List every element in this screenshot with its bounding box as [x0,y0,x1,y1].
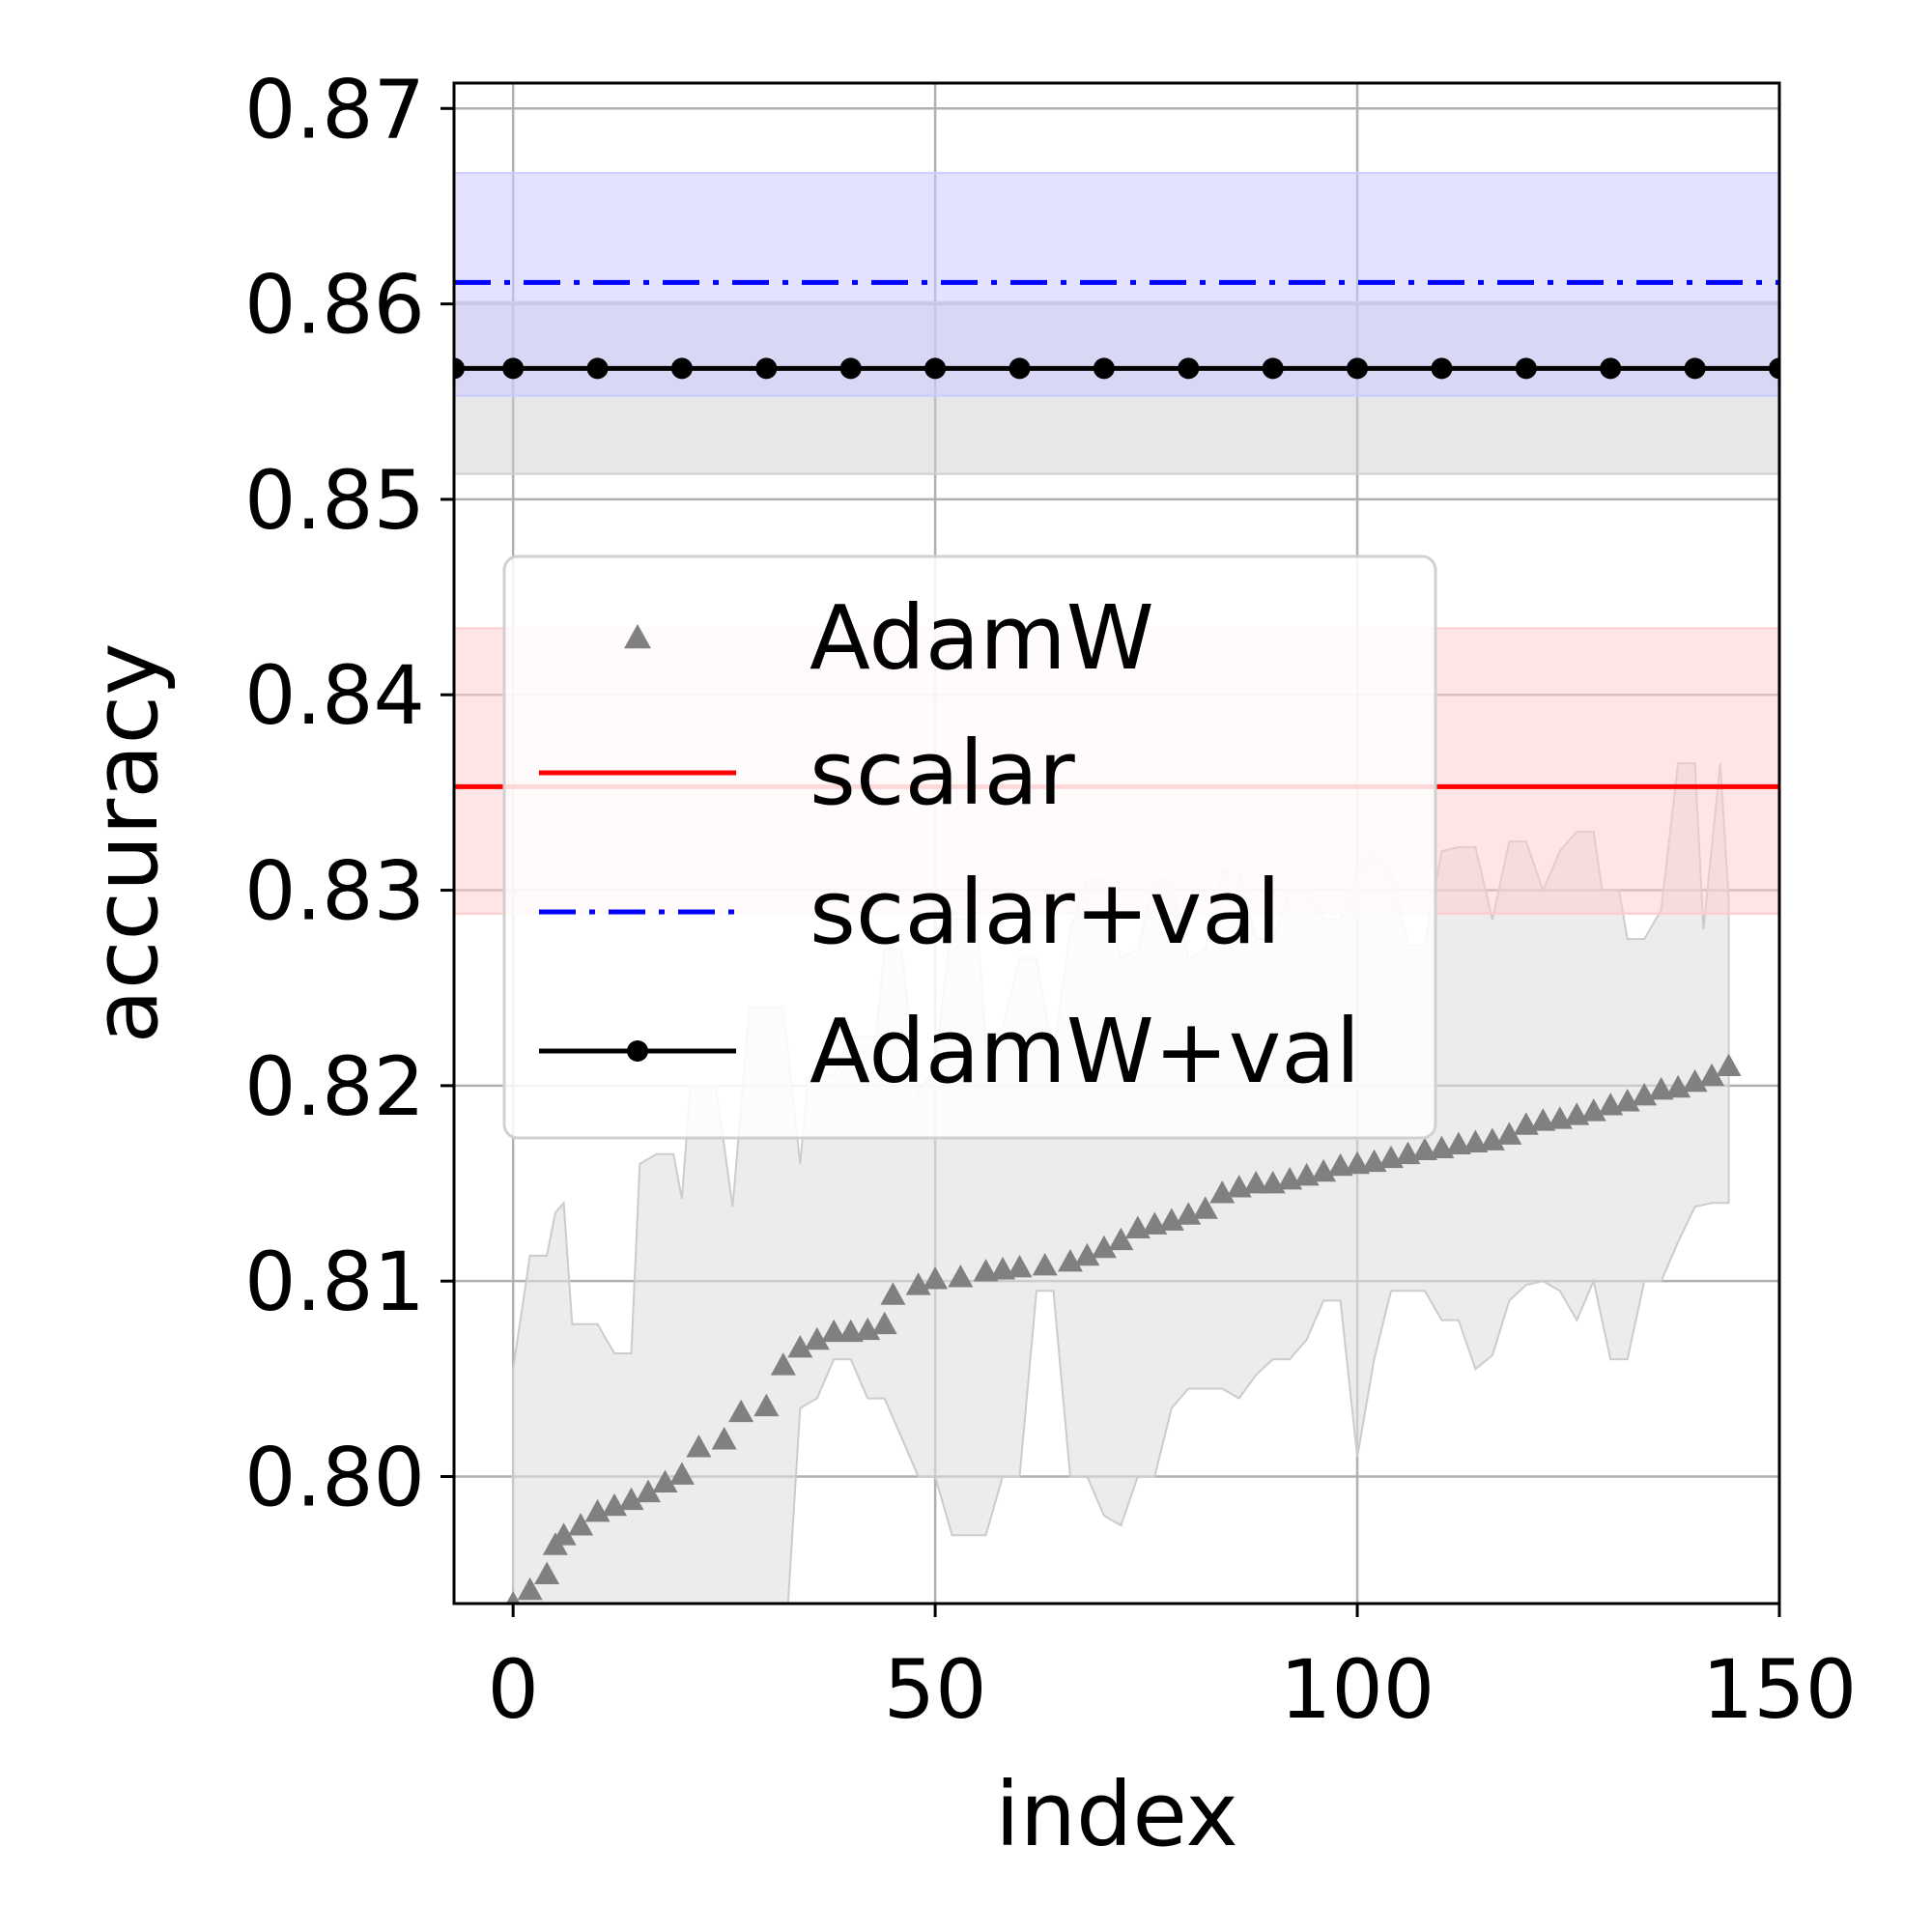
adamw-point [711,1427,737,1450]
adamw-val-marker [1262,357,1284,380]
adamw-point [652,1469,678,1492]
adamw-point [1108,1227,1134,1251]
legend-label-adamw-val: AdamW+val [810,1000,1360,1103]
adamw-point [973,1259,999,1282]
adamw-point [838,1319,864,1343]
adamw-point [1445,1131,1471,1154]
adamw-point [1327,1152,1353,1177]
adamw-point [1176,1202,1202,1225]
adamw-point [1648,1076,1674,1100]
adamw-point [635,1479,661,1503]
x-tick-label: 150 [1702,1642,1857,1737]
legend: AdamW scalar scalar+val AdamW+val [502,554,1437,1140]
adamw-point [568,1513,594,1536]
adamw-point [668,1462,695,1485]
adamw-point [787,1334,813,1358]
adamw-point [1032,1252,1058,1276]
adamw-point [871,1311,897,1335]
adamw-point [1463,1129,1489,1152]
adamw-point [1243,1171,1269,1194]
adamw-val-marker [1009,357,1031,380]
adamw-point [804,1326,830,1350]
adamw-point [1411,1137,1437,1161]
adamw-val-marker [670,357,693,380]
adamw-point [905,1272,931,1295]
adamw-point [923,1266,949,1290]
adamw-point [821,1319,847,1343]
adamw-point [1580,1098,1606,1122]
adamw-point [990,1257,1016,1280]
adamw-val-marker [1515,357,1537,380]
adamw-val-marker [1600,357,1622,380]
adamw-val-marker [1178,357,1200,380]
adamw-point [770,1352,796,1376]
adamw-val-marker [1347,357,1369,380]
adamw-point [686,1435,712,1458]
adamw-point [1057,1248,1083,1272]
adamw-val-marker [1769,357,1779,380]
adamw-point [1091,1235,1117,1259]
adamw-points [505,1053,1742,1604]
adamw-val-marker [839,357,862,380]
legend-box [502,554,1437,1140]
adamw-val-marker [1431,357,1453,380]
adamw-val-marker [502,357,525,380]
adamw-point [1074,1242,1100,1266]
adamw-point [1479,1127,1505,1151]
adamw-point [1007,1255,1033,1278]
adamw-point [1632,1082,1658,1106]
adamw-point [534,1561,560,1585]
y-tick-label: 0.83 [244,844,425,939]
y-tick-label: 0.82 [244,1039,425,1134]
adamw-point [1192,1196,1218,1219]
adamw-point [1665,1074,1691,1098]
adamw-point [855,1317,881,1341]
legend-label-adamw: AdamW [810,586,1154,690]
adamw-val-marker [924,357,947,380]
adamw-point [602,1492,628,1517]
legend-label-scalar-val: scalar+val [810,861,1281,964]
adamw-point [948,1264,974,1288]
y-axis-title: accuracy [74,642,178,1043]
adamw-val-marker [454,357,465,380]
adamw-point [551,1522,577,1546]
adamw-point [1209,1180,1236,1204]
x-axis-title: index [995,1763,1238,1866]
x-tick-label: 50 [884,1642,987,1737]
x-tick-label: 100 [1280,1642,1435,1737]
adamw-val-marker [1093,357,1115,380]
y-tick-label: 0.87 [244,62,425,156]
adamw-point [1530,1108,1556,1131]
adamw-point [1682,1068,1708,1093]
adamw-point [880,1282,906,1305]
adamw-point [1496,1122,1522,1145]
plot-frame [452,81,1781,1605]
legend-label-scalar: scalar [810,722,1075,825]
adamw-point [1716,1053,1742,1077]
adamw-point [1614,1089,1640,1112]
y-tick-label: 0.86 [244,258,425,353]
legend-swatch-adamw [624,624,651,649]
y-tick-label: 0.81 [244,1235,425,1329]
adamw-point [1345,1151,1371,1175]
y-tick-label: 0.85 [244,453,425,548]
axis-ticks: 0 50 100 150 0.80 0.81 0.82 0.83 0.84 0.85 0.86 0.8… [244,62,1857,1737]
adamw-point [1158,1208,1184,1231]
adamw-point [1311,1158,1337,1182]
adamw-val-marker [1684,357,1706,380]
adamw-val-marker [586,357,609,380]
adamw-point [618,1487,644,1511]
adamw-point [517,1577,543,1601]
adamw-point [728,1399,754,1423]
x-tick-label: 0 [487,1642,538,1737]
adamw-val-marker [755,357,778,380]
y-tick-label: 0.84 [244,648,425,743]
adamw-point [584,1498,611,1522]
y-tick-label: 0.80 [244,1430,425,1524]
adamw-point [1699,1063,1725,1087]
legend-marker-adamw-val [627,1040,648,1062]
adamw-point [753,1393,780,1417]
adamw-point [505,1591,521,1604]
